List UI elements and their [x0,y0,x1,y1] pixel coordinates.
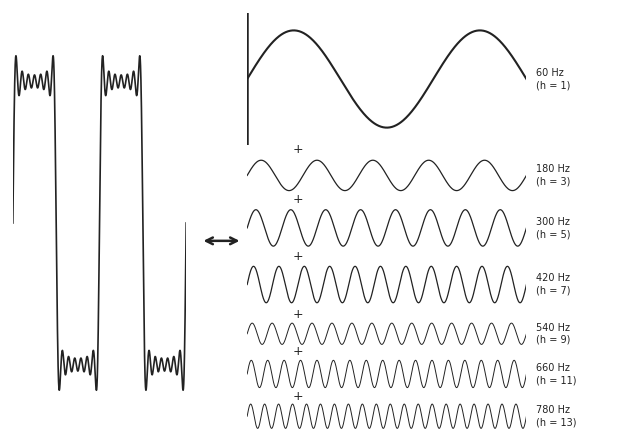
Text: 300 Hz
(h = 5): 300 Hz (h = 5) [536,217,571,239]
Text: 420 Hz
(h = 7): 420 Hz (h = 7) [536,273,571,296]
Text: 60 Hz
(h = 1): 60 Hz (h = 1) [536,68,571,90]
Text: +: + [292,345,303,358]
Text: +: + [292,390,303,403]
Text: 780 Hz
(h = 13): 780 Hz (h = 13) [536,405,577,427]
Text: +: + [292,308,303,321]
Text: +: + [292,193,303,206]
Text: 660 Hz
(h = 11): 660 Hz (h = 11) [536,363,577,385]
Text: 540 Hz
(h = 9): 540 Hz (h = 9) [536,322,571,345]
Text: 180 Hz
(h = 3): 180 Hz (h = 3) [536,164,571,186]
Text: +: + [292,250,303,263]
Text: +: + [292,143,303,156]
